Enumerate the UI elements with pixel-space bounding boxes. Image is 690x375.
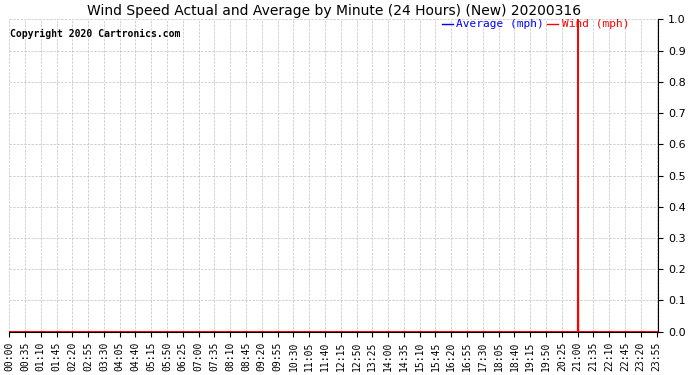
Wind (mph) bbox=[654, 330, 662, 334]
Text: Copyright 2020 Cartronics.com: Copyright 2020 Cartronics.com bbox=[10, 29, 180, 39]
Wind (mph) bbox=[134, 330, 142, 334]
Title: Wind Speed Actual and Average by Minute (24 Hours) (New) 20200316: Wind Speed Actual and Average by Minute … bbox=[87, 4, 581, 18]
Average (mph) bbox=[222, 330, 230, 334]
Wind (mph) bbox=[578, 330, 586, 334]
Average (mph) bbox=[134, 330, 142, 334]
Average (mph) bbox=[435, 330, 443, 334]
Legend: Average (mph), Wind (mph): Average (mph), Wind (mph) bbox=[442, 20, 629, 29]
Wind (mph) bbox=[520, 330, 528, 334]
Wind (mph) bbox=[435, 330, 443, 334]
Wind (mph) bbox=[574, 17, 582, 22]
Wind (mph) bbox=[150, 330, 158, 334]
Wind (mph) bbox=[222, 330, 230, 334]
Average (mph) bbox=[5, 330, 13, 334]
Wind (mph) bbox=[5, 330, 13, 334]
Average (mph) bbox=[654, 330, 662, 334]
Average (mph) bbox=[520, 330, 528, 334]
Average (mph) bbox=[150, 330, 158, 334]
Average (mph) bbox=[577, 330, 585, 334]
Line: Wind (mph): Wind (mph) bbox=[9, 20, 658, 332]
